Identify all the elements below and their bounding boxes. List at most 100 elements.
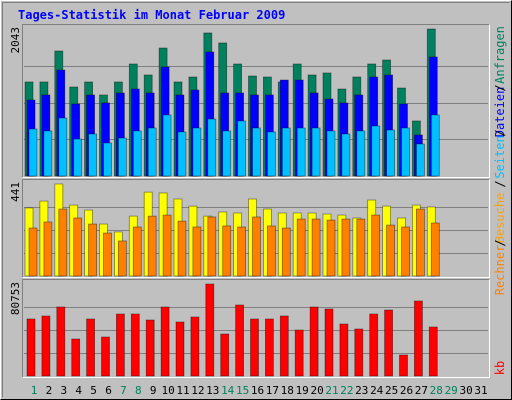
panel-shadow: [22, 24, 490, 178]
bar: [190, 316, 200, 377]
bar: [281, 227, 291, 277]
bar: [296, 218, 306, 277]
x-tick-label: 25: [385, 384, 398, 397]
chart-title: Tages-Statistik im Monat Februar 2009: [18, 8, 285, 22]
x-tick-label: 5: [90, 384, 97, 397]
x-tick-label: 30: [459, 384, 472, 397]
x-tick-label: 19: [296, 384, 309, 397]
bar: [430, 114, 440, 177]
bar: [356, 218, 366, 277]
bar: [207, 216, 217, 277]
bar: [369, 313, 379, 377]
panel-light: [22, 179, 490, 278]
legend-label: Besuche: [493, 193, 507, 244]
bar: [371, 214, 381, 277]
bar: [192, 226, 202, 277]
y-tick-label: 441: [9, 182, 22, 202]
bar: [341, 218, 351, 277]
x-tick-label: 24: [370, 384, 384, 397]
bar: [430, 222, 440, 277]
bar: [311, 127, 321, 177]
x-tick-label: 18: [281, 384, 294, 397]
x-tick-label: 27: [415, 384, 428, 397]
bar: [386, 224, 396, 277]
x-tick-label: 2: [46, 384, 53, 397]
legend-label: Dateien: [493, 87, 507, 138]
x-tick-label: 29: [445, 384, 458, 397]
bar: [237, 120, 247, 177]
x-tick-label: 11: [176, 384, 189, 397]
x-tick-label: 8: [135, 384, 142, 397]
bar: [71, 338, 81, 377]
bar: [401, 127, 410, 177]
x-tick-label: 10: [161, 384, 174, 397]
bar: [103, 232, 112, 277]
bar: [415, 208, 425, 277]
bar: [130, 313, 140, 377]
bar: [43, 130, 53, 177]
panel-light: [22, 279, 490, 378]
y-tick-label: 2043: [9, 27, 22, 54]
bar: [28, 128, 38, 177]
x-tick-label: 12: [191, 384, 204, 397]
bar: [354, 328, 364, 377]
legend-separator: /: [493, 180, 507, 187]
bar: [326, 219, 336, 277]
bar: [294, 329, 304, 377]
y-tick-label: 80753: [9, 282, 22, 315]
bar: [177, 220, 187, 277]
legend-separator: /: [493, 84, 507, 91]
x-tick-label: 3: [60, 384, 67, 397]
x-tick-label: 20: [310, 384, 323, 397]
bar: [235, 304, 245, 377]
bar: [147, 127, 157, 177]
bar: [28, 227, 38, 277]
bar: [222, 225, 232, 277]
bar: [145, 319, 155, 377]
x-tick-label: 14: [221, 384, 235, 397]
bar: [279, 315, 289, 377]
bar: [266, 131, 276, 177]
bar: [58, 208, 68, 277]
legend-label: Anfragen: [493, 26, 507, 84]
bar: [192, 127, 202, 177]
bar: [73, 138, 83, 177]
bar: [73, 217, 83, 277]
bar: [41, 315, 51, 377]
bar: [384, 309, 394, 377]
bar: [266, 225, 276, 277]
x-tick-label: 1: [31, 384, 38, 397]
bar: [371, 125, 381, 177]
bar: [326, 130, 336, 177]
bar: [101, 336, 110, 377]
bar: [428, 326, 438, 377]
bar: [43, 221, 53, 277]
bar: [86, 318, 95, 377]
legend-separator: /: [493, 239, 507, 246]
bar: [413, 300, 423, 377]
bar: [175, 321, 185, 377]
bar: [311, 218, 321, 277]
x-tick-label: 23: [355, 384, 368, 397]
bar: [103, 142, 112, 177]
bar: [252, 216, 261, 277]
bar: [296, 127, 306, 177]
legend-label: Rechner: [493, 245, 507, 296]
x-tick-label: 17: [266, 384, 279, 397]
bar: [160, 306, 170, 377]
x-tick-label: 22: [340, 384, 353, 397]
bar: [220, 333, 230, 377]
bar: [118, 137, 127, 177]
bar: [118, 240, 127, 277]
x-tick-label: 28: [430, 384, 443, 397]
panel-light: [22, 24, 490, 178]
legend-label: kb: [493, 361, 507, 375]
legend-separator: /: [493, 129, 507, 136]
bar: [132, 226, 142, 277]
bar: [281, 127, 291, 177]
bar: [58, 117, 68, 177]
x-tick-label: 4: [75, 384, 82, 397]
bar: [88, 223, 97, 277]
bar: [207, 118, 217, 177]
